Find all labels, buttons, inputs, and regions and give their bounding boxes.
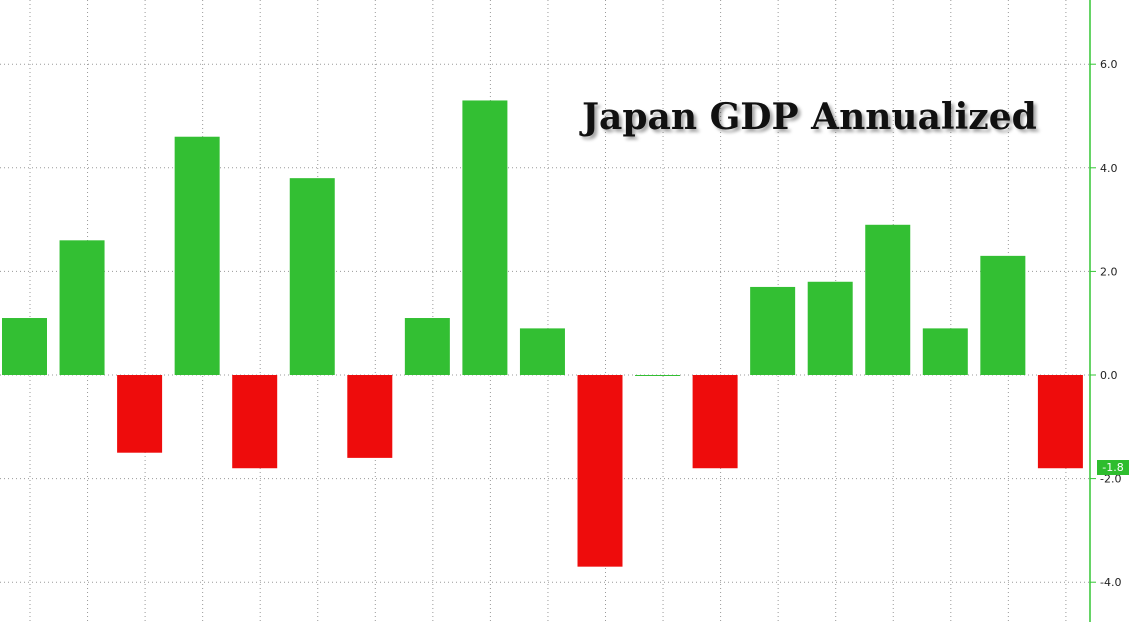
bar [174,136,220,375]
bar [750,286,796,375]
bar [404,318,450,375]
bar [1037,375,1083,469]
bar [289,178,335,375]
chart-title: Japan GDP Annualized [582,96,1037,138]
y-tick-label: -2.0 [1100,473,1121,486]
bar [462,100,508,376]
y-tick-label: 6.0 [1100,58,1118,71]
bar [59,240,105,375]
bar [577,375,623,567]
bar [692,375,738,469]
bar [635,375,681,376]
bar [117,375,163,453]
bar [865,224,911,375]
last-value-badge: -1.8 [1097,460,1129,475]
bar [347,375,393,458]
bar [519,328,565,375]
bar [922,328,968,375]
y-tick-label: -4.0 [1100,576,1121,589]
y-tick-label: 0.0 [1100,369,1118,382]
bar [980,255,1026,375]
bar [2,318,47,375]
y-tick-label: 4.0 [1100,162,1118,175]
bar [232,375,278,469]
bar [807,281,853,375]
y-tick-label: 2.0 [1100,265,1118,278]
